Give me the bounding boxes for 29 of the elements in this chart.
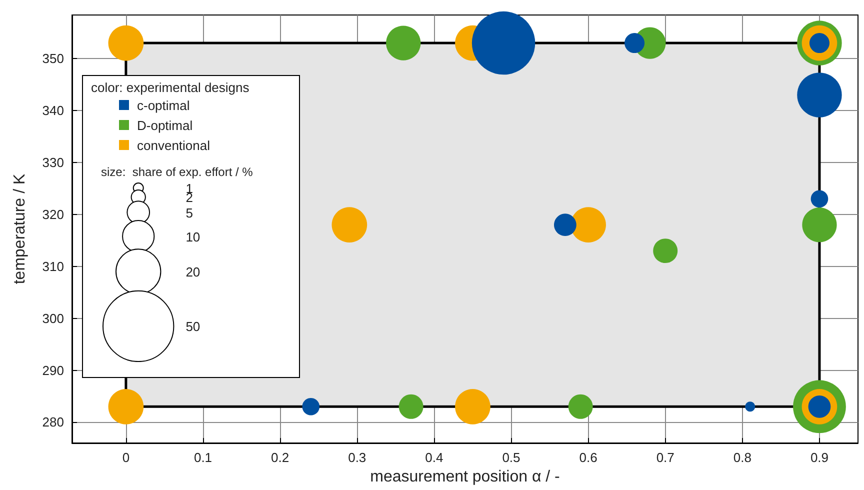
x-tick-label: 0.6 [579, 450, 598, 465]
x-axis-title: measurement position α / - [370, 468, 560, 486]
legend-label: 20 [186, 264, 200, 280]
y-tick-label: 290 [42, 362, 64, 378]
legend-label: 10 [186, 229, 200, 244]
annotation: size: share of exp. effort / % [101, 165, 254, 179]
x-tick-label: 0.1 [194, 450, 212, 465]
legend-label: conventional [137, 138, 210, 152]
y-tick-label: 330 [42, 155, 64, 170]
x-tick-label: 0.7 [656, 450, 674, 465]
legend-label: c-optimal [137, 98, 190, 112]
y-tick-label: 280 [42, 414, 64, 430]
x-tick-label: 0.8 [733, 450, 752, 465]
y-axis-title: temperature / K [12, 174, 28, 284]
legend-label: 50 [186, 319, 200, 334]
y-tick-label: 350 [42, 51, 64, 66]
y-tick-label: 310 [42, 258, 64, 274]
x-tick-label: 0.4 [425, 450, 444, 465]
y-tick-label: 300 [42, 310, 64, 326]
x-tick-label: 0.9 [810, 450, 829, 465]
y-tick-label: 340 [42, 103, 64, 118]
x-tick-label: 0 [122, 450, 130, 465]
x-tick-label: 0.3 [348, 450, 366, 465]
x-tick-label: 0.5 [502, 450, 520, 465]
legend-label: 5 [186, 205, 193, 220]
legend-title: color: experimental designs [91, 80, 250, 95]
legend-label: D-optimal [137, 118, 193, 132]
y-tick-label: 320 [42, 206, 64, 222]
x-tick-label: 0.2 [271, 450, 290, 465]
